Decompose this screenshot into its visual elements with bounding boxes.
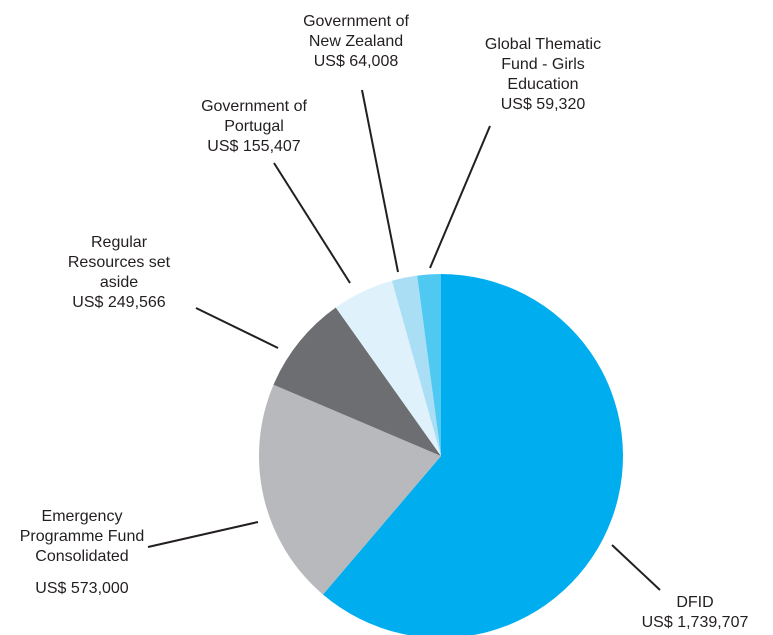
leader-line bbox=[273, 162, 351, 284]
slice-label: Government of New Zealand US$ 64,008 bbox=[291, 12, 421, 72]
value-label: US$ 155,407 bbox=[207, 138, 301, 155]
pie-slice bbox=[273, 307, 441, 456]
value-label: US$ 1,739,707 bbox=[641, 614, 749, 631]
leader-line bbox=[429, 125, 491, 269]
category-label: Government of Portugal bbox=[201, 98, 307, 135]
slice-label: Regular Resources set aside US$ 249,566 bbox=[64, 233, 174, 313]
pie-slice bbox=[391, 275, 441, 456]
category-label: DFID bbox=[676, 594, 714, 611]
slice-label: Global Thematic Fund - Girls Education U… bbox=[480, 35, 606, 115]
category-label: Regular Resources set aside bbox=[67, 234, 171, 291]
leader-line bbox=[195, 307, 279, 349]
leader-line bbox=[361, 89, 399, 273]
value-label: US$ 59,320 bbox=[500, 96, 586, 113]
category-label: Government of New Zealand bbox=[303, 13, 409, 50]
slice-label: Emergency Programme Fund Consolidated US… bbox=[12, 507, 152, 599]
leader-line bbox=[147, 521, 259, 548]
pie-slice bbox=[259, 384, 441, 595]
slice-label: DFID US$ 1,739,707 bbox=[630, 593, 760, 633]
value-label: US$ 249,566 bbox=[72, 294, 166, 311]
category-label: Global Thematic Fund - Girls Education bbox=[484, 36, 602, 93]
category-label: Emergency Programme Fund Consolidated bbox=[19, 508, 145, 565]
slice-label: Government of Portugal US$ 155,407 bbox=[189, 97, 319, 157]
pie-slice bbox=[417, 274, 441, 456]
pie-slice bbox=[322, 274, 623, 635]
value-label: US$ 573,000 bbox=[35, 580, 129, 597]
value-label: US$ 64,008 bbox=[313, 53, 399, 70]
leader-line bbox=[611, 544, 661, 591]
pie-slice bbox=[335, 280, 441, 456]
